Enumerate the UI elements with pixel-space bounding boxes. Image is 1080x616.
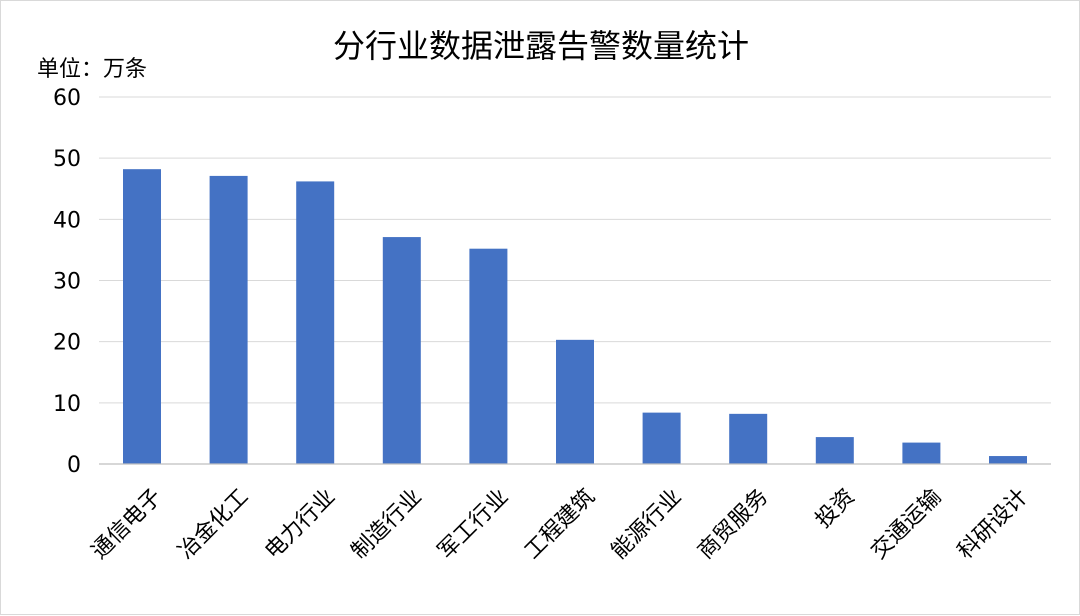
x-category-label: 交通运输 [866,484,946,564]
bar [729,413,768,464]
x-category-label: 科研设计 [953,484,1033,564]
chart-title: 分行业数据泄露告警数量统计 [333,27,749,65]
y-tick-label: 20 [53,331,81,356]
x-axis-labels: 通信电子 冶金化工 电力行业 制造行业 军工行业 工程建筑 能源行业 商贸服务 投资 交通运输 科研… [87,484,1033,564]
bar [469,248,508,464]
x-category-label: 电力行业 [260,484,340,564]
x-category-label: 商贸服务 [693,484,773,564]
y-axis-ticks: 0 10 20 30 40 50 60 [53,86,81,478]
bar [989,456,1027,464]
y-tick-label: 30 [53,270,81,295]
y-tick-label: 40 [53,208,81,233]
x-category-label: 工程建筑 [520,484,600,564]
bar [382,237,421,464]
bars [123,169,1027,464]
bar [123,169,161,464]
x-category-label: 军工行业 [433,484,513,564]
x-category-label: 冶金化工 [174,484,254,564]
bar [902,442,941,464]
x-category-label: 投资 [811,484,860,533]
y-tick-label: 50 [53,147,81,172]
bar [209,175,248,464]
y-tick-label: 60 [53,86,81,111]
bar [296,181,335,464]
unit-label: 单位：万条 [37,57,147,82]
y-tick-label: 0 [67,453,81,478]
bar [642,412,681,464]
x-category-label: 能源行业 [607,484,687,564]
x-category-label: 通信电子 [87,484,167,564]
x-category-label: 制造行业 [347,484,427,564]
bar [556,339,594,464]
y-tick-label: 10 [53,392,81,417]
gridlines [99,96,1051,404]
bar [815,437,854,464]
